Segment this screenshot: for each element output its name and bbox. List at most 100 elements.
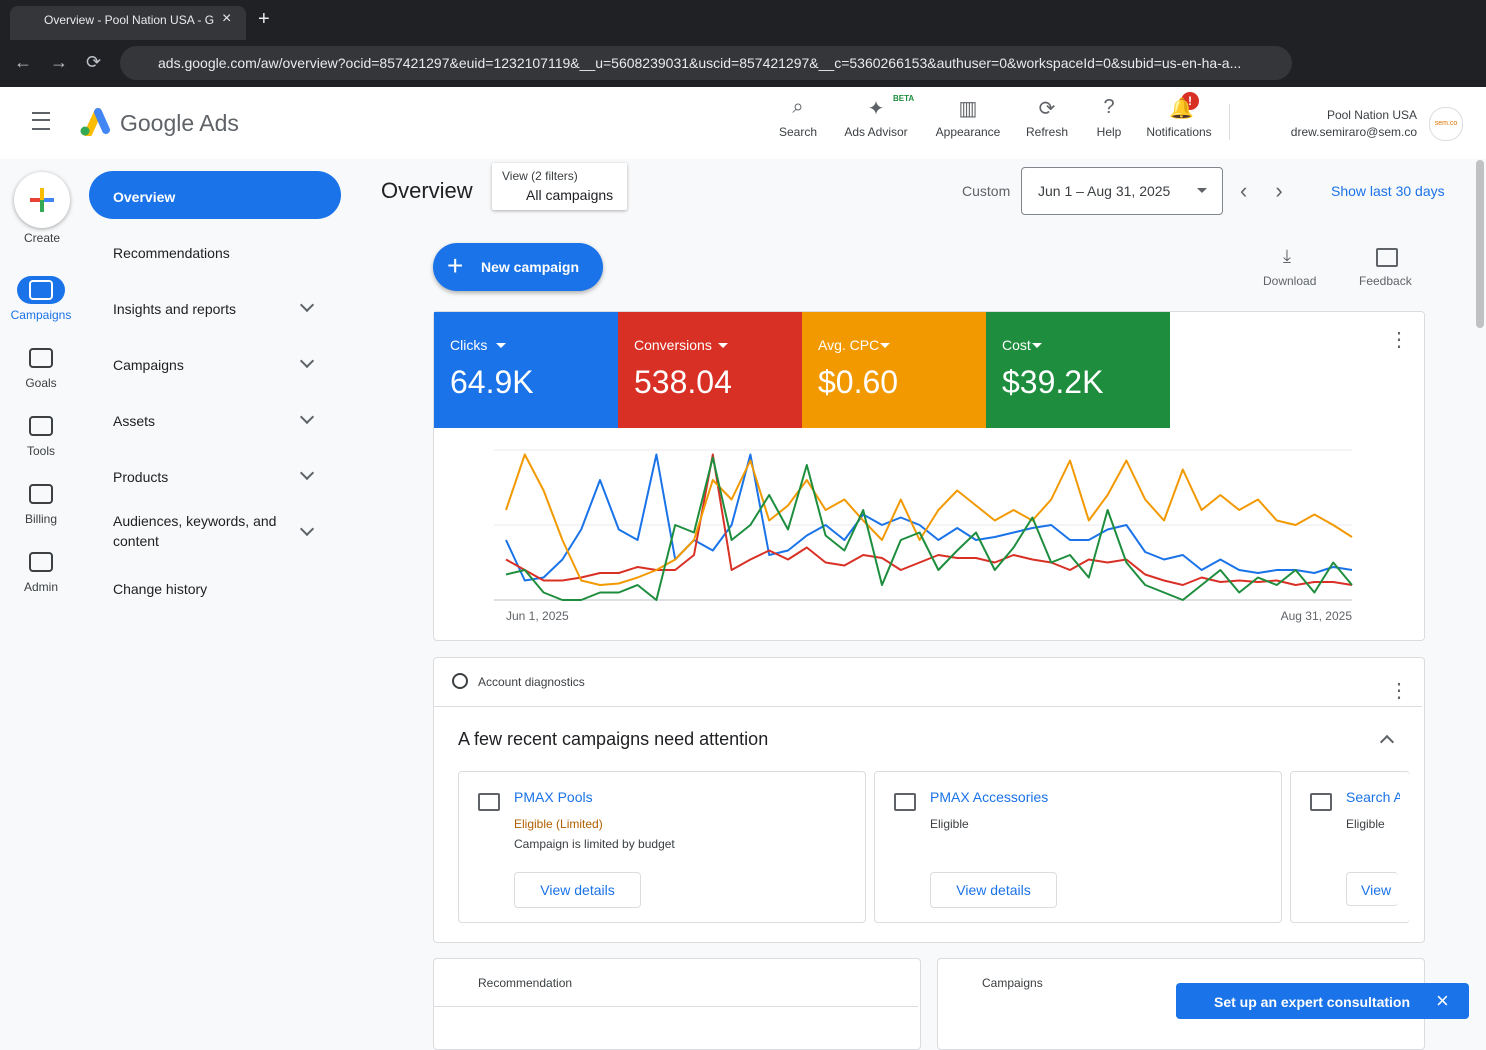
action-icon[interactable]: 🔔 bbox=[1169, 98, 1194, 120]
nav-item[interactable]: Insights and reports bbox=[113, 301, 236, 317]
product-name: Google Ads bbox=[120, 110, 239, 136]
action-label[interactable]: Search bbox=[778, 125, 818, 139]
action-label[interactable]: Appearance bbox=[935, 125, 1001, 139]
new-campaign-label: New campaign bbox=[481, 259, 580, 275]
view-selector[interactable] bbox=[492, 163, 627, 210]
recommendation-card bbox=[433, 958, 921, 1050]
menu-icon[interactable] bbox=[32, 112, 50, 130]
action-icon[interactable]: ? bbox=[1103, 96, 1115, 118]
address-bar[interactable] bbox=[120, 46, 1292, 80]
nav-chevron[interactable] bbox=[299, 465, 315, 481]
scorecard-caret bbox=[496, 343, 506, 353]
nav-chevron[interactable] bbox=[299, 297, 315, 313]
rail-label[interactable]: Admin bbox=[23, 580, 58, 594]
action-label[interactable]: Refresh bbox=[1025, 125, 1069, 139]
action-label[interactable]: Notifications bbox=[1146, 125, 1212, 139]
prev-next[interactable]: ‹› bbox=[1240, 178, 1311, 203]
scorecard-name: Cost bbox=[1002, 337, 1031, 353]
url: ads.google.com/aw/overview?ocid=85742129… bbox=[158, 55, 1242, 71]
more-menu[interactable]: ⋮ bbox=[1389, 330, 1409, 350]
campaign-note: Campaign is limited by budget bbox=[514, 837, 675, 851]
scorecard-value: $39.2K bbox=[1002, 364, 1104, 400]
nav-item[interactable]: Audiences, keywords, and content bbox=[113, 513, 277, 549]
nav-item[interactable]: Recommendations bbox=[113, 245, 230, 261]
nav-item[interactable]: Change history bbox=[113, 581, 208, 597]
tab-close[interactable]: × bbox=[222, 10, 232, 27]
tab[interactable] bbox=[10, 6, 246, 40]
diag-header: Account diagnostics bbox=[478, 675, 585, 689]
x-tick-label: Aug 31, 2025 bbox=[1281, 609, 1353, 623]
campaign-name[interactable]: Search A bbox=[1346, 789, 1400, 805]
nav-chevron[interactable] bbox=[299, 521, 315, 537]
diag-heading: A few recent campaigns need attention bbox=[458, 729, 769, 749]
page-title: Overview bbox=[381, 178, 473, 203]
campaign-icon bbox=[894, 793, 916, 811]
campaign-icon bbox=[478, 793, 500, 811]
divider bbox=[434, 1006, 918, 1007]
feedback-icon[interactable] bbox=[1376, 248, 1398, 267]
view-value: All campaigns bbox=[526, 187, 614, 203]
account-name: Pool Nation USA bbox=[1326, 108, 1417, 122]
scorecard[interactable] bbox=[618, 312, 802, 428]
nav-item[interactable]: Products bbox=[113, 469, 169, 485]
campaign-name[interactable]: PMAX Pools bbox=[514, 789, 593, 805]
menu-icon-mid bbox=[32, 119, 50, 121]
feedback-label[interactable]: Feedback bbox=[1359, 274, 1412, 288]
nav-item[interactable]: Assets bbox=[113, 413, 156, 429]
consult-label[interactable]: Set up an expert consultation bbox=[1214, 994, 1411, 1010]
consult-button[interactable] bbox=[1176, 983, 1469, 1019]
date-picker[interactable] bbox=[1021, 167, 1223, 215]
campaign-status: Eligible (Limited) bbox=[514, 817, 603, 831]
new-tab[interactable]: + bbox=[258, 8, 270, 30]
series-line bbox=[505, 453, 1353, 586]
app-header bbox=[0, 87, 1486, 159]
nav-chevron[interactable] bbox=[299, 353, 315, 369]
campaign-name[interactable]: PMAX Accessories bbox=[930, 789, 1049, 805]
action-icon[interactable]: ▥ bbox=[958, 98, 978, 120]
dropdown-arrow bbox=[1197, 188, 1207, 198]
action-icon[interactable]: ⌕ bbox=[792, 96, 804, 118]
view-details-button[interactable]: View details bbox=[930, 872, 1057, 908]
view-details-button[interactable]: View bbox=[1346, 872, 1398, 906]
scorecard-caret bbox=[1032, 343, 1042, 353]
rail-label[interactable]: Billing bbox=[24, 512, 57, 526]
download-icon[interactable]: ⤓ bbox=[1283, 246, 1291, 266]
show-last[interactable]: Show last 30 days bbox=[1331, 183, 1445, 199]
rail-label[interactable]: Campaigns bbox=[10, 308, 72, 322]
rail-label[interactable]: Goals bbox=[25, 376, 57, 390]
view-filter: View (2 filters) bbox=[502, 169, 578, 183]
action-icon[interactable]: ✦ bbox=[867, 98, 885, 120]
scorecard[interactable] bbox=[986, 312, 1170, 428]
nav-active[interactable] bbox=[89, 171, 341, 219]
scorecard[interactable] bbox=[802, 312, 986, 428]
scorecard-value: 538.04 bbox=[634, 364, 732, 400]
new-campaign-plus: + bbox=[447, 250, 464, 281]
view-details-button[interactable]: View details bbox=[514, 872, 641, 908]
nav-item[interactable]: Overview bbox=[113, 189, 176, 205]
rail-icon bbox=[29, 416, 53, 436]
new-campaign-button[interactable] bbox=[433, 243, 603, 291]
divider bbox=[1229, 104, 1230, 140]
nav-chevron[interactable] bbox=[299, 409, 315, 425]
nav-item[interactable]: Campaigns bbox=[113, 357, 184, 373]
recommendation-title: Recommendation bbox=[478, 976, 573, 990]
nav-arrows[interactable]: ←→⟳ bbox=[14, 52, 120, 72]
scorecard-name: Clicks bbox=[450, 337, 488, 353]
avatar[interactable]: sem.co bbox=[1429, 107, 1463, 141]
account-email: drew.semiraro@sem.co bbox=[1290, 125, 1417, 139]
series-line bbox=[505, 456, 1353, 601]
rail-label[interactable]: Tools bbox=[26, 444, 55, 458]
consult-close[interactable]: × bbox=[1436, 988, 1449, 1013]
scorecard-caret bbox=[718, 343, 728, 353]
scorecard-value: $0.60 bbox=[818, 364, 899, 400]
x-tick-label: Jun 1, 2025 bbox=[506, 609, 569, 623]
action-icon[interactable]: ⟳ bbox=[1038, 98, 1056, 120]
rail-icon bbox=[29, 280, 53, 300]
more-menu[interactable]: ⋮ bbox=[1389, 680, 1409, 702]
action-label[interactable]: Help bbox=[1096, 125, 1122, 139]
scorecard-name: Avg. CPC bbox=[818, 337, 880, 353]
action-label[interactable]: Ads Advisor bbox=[844, 125, 908, 139]
download-label[interactable]: Download bbox=[1263, 274, 1317, 288]
create-label: Create bbox=[24, 231, 61, 245]
scorecard[interactable] bbox=[434, 312, 618, 428]
